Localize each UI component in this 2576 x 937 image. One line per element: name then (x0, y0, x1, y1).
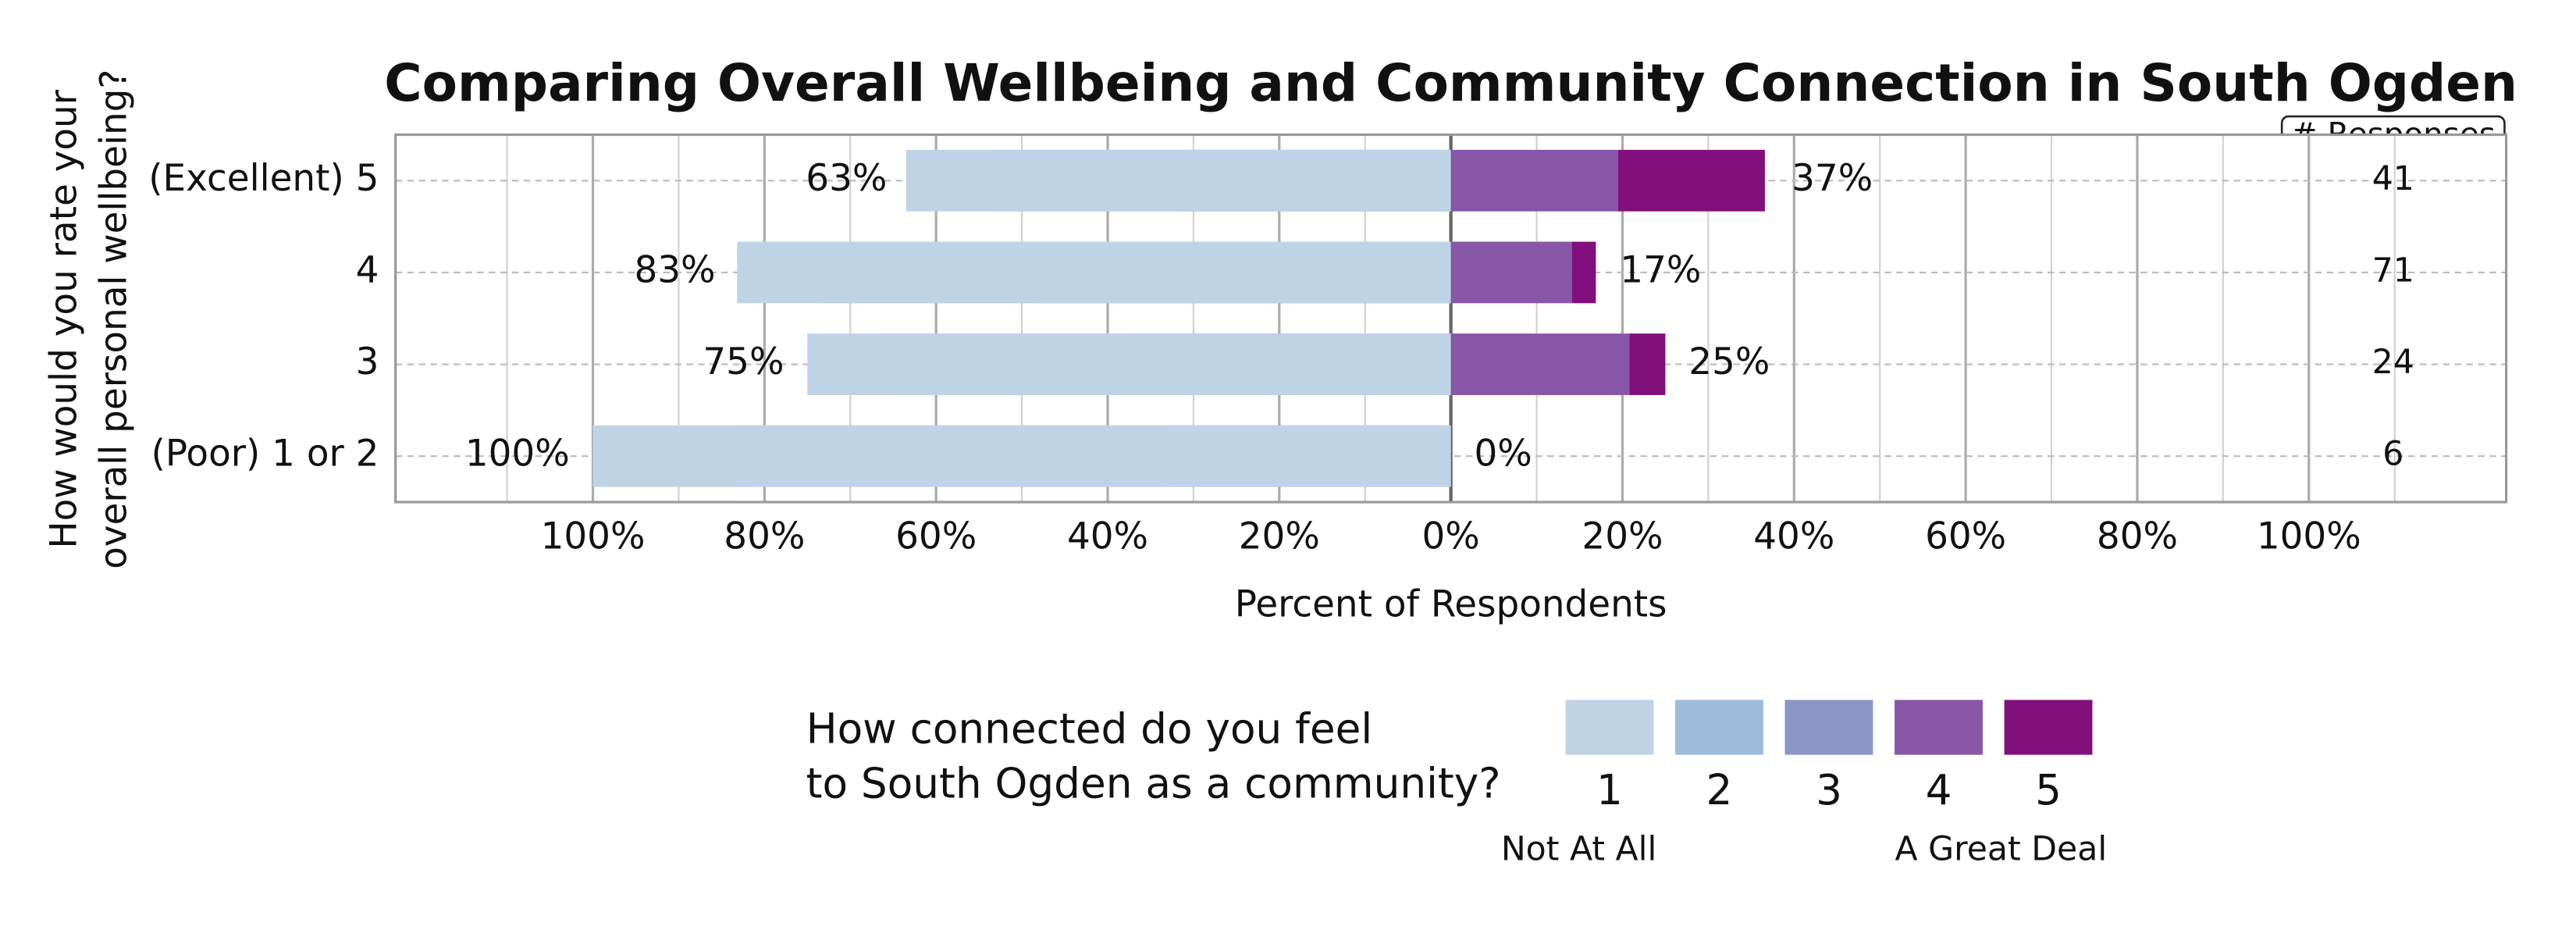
right-total-label: 37% (1791, 158, 1873, 200)
bar-segment (1629, 333, 1666, 395)
legend-high: A Great Deal (1895, 830, 2108, 869)
legend-swatch (1565, 700, 1654, 755)
legend-label: 1 (1596, 766, 1623, 814)
x-tick-label: 100% (2257, 515, 2361, 558)
y-axis-label-line: overall personal wellbeing? (94, 69, 136, 569)
bar-segment (906, 149, 1451, 212)
legend-label: 4 (1926, 766, 1952, 814)
y-tick-label: (Poor) 1 or 2 (151, 433, 379, 476)
x-tick-label: 20% (1582, 515, 1663, 558)
legend-swatch (2004, 700, 2093, 755)
bar-segment (807, 333, 1451, 395)
bar-segment (1450, 333, 1630, 395)
x-tick-label: 60% (895, 515, 977, 558)
bar-segment (1450, 149, 1618, 212)
legend-swatch (1895, 700, 1983, 755)
x-axis-label: Percent of Respondents (1235, 584, 1667, 626)
response-count: 6 (2382, 435, 2403, 474)
y-tick-label: (Excellent) 5 (148, 158, 379, 200)
bar-segment (1571, 241, 1596, 304)
x-tick-label: 80% (2097, 515, 2178, 558)
x-tick-label: 40% (1753, 515, 1834, 558)
x-tick-label: 20% (1239, 515, 1320, 558)
left-total-label: 100% (465, 433, 570, 476)
x-tick-label: 100% (541, 515, 646, 558)
legend-label: 2 (1706, 766, 1733, 814)
y-tick-label: 3 (356, 341, 379, 383)
legend-swatch (1784, 700, 1873, 755)
left-total-label: 75% (703, 341, 784, 383)
chart-title: Comparing Overall Wellbeing and Communit… (384, 53, 2517, 113)
x-tick-label: 80% (724, 515, 805, 558)
bar-segment (1450, 241, 1572, 304)
legend-title: to South Ogden as a community? (806, 760, 1501, 808)
bar-segment (1617, 149, 1765, 212)
right-total-label: 0% (1474, 433, 1532, 476)
legend-low: Not At All (1501, 830, 1657, 869)
legend-swatch (1675, 700, 1763, 755)
bar-segment (737, 241, 1451, 304)
x-tick-label: 60% (1925, 515, 2006, 558)
x-tick-label: 0% (1421, 515, 1479, 558)
response-count: 71 (2372, 251, 2414, 290)
legend-title: How connected do you feel (806, 704, 1373, 753)
left-total-label: 83% (634, 249, 715, 291)
y-axis-label: How would you rate your overall personal… (44, 69, 136, 569)
bar-segment (592, 425, 1451, 487)
y-tick-label: 4 (356, 249, 379, 291)
response-count: 41 (2372, 159, 2414, 198)
legend-label: 5 (2035, 766, 2062, 814)
y-axis-label-line: How would you rate your (44, 89, 86, 548)
x-tick-label: 40% (1067, 515, 1148, 558)
right-total-label: 17% (1620, 249, 1701, 291)
left-total-label: 63% (806, 158, 887, 200)
right-total-label: 25% (1688, 341, 1770, 383)
legend-label: 3 (1816, 766, 1842, 814)
response-count: 24 (2372, 343, 2414, 382)
plot-border (394, 133, 2508, 504)
